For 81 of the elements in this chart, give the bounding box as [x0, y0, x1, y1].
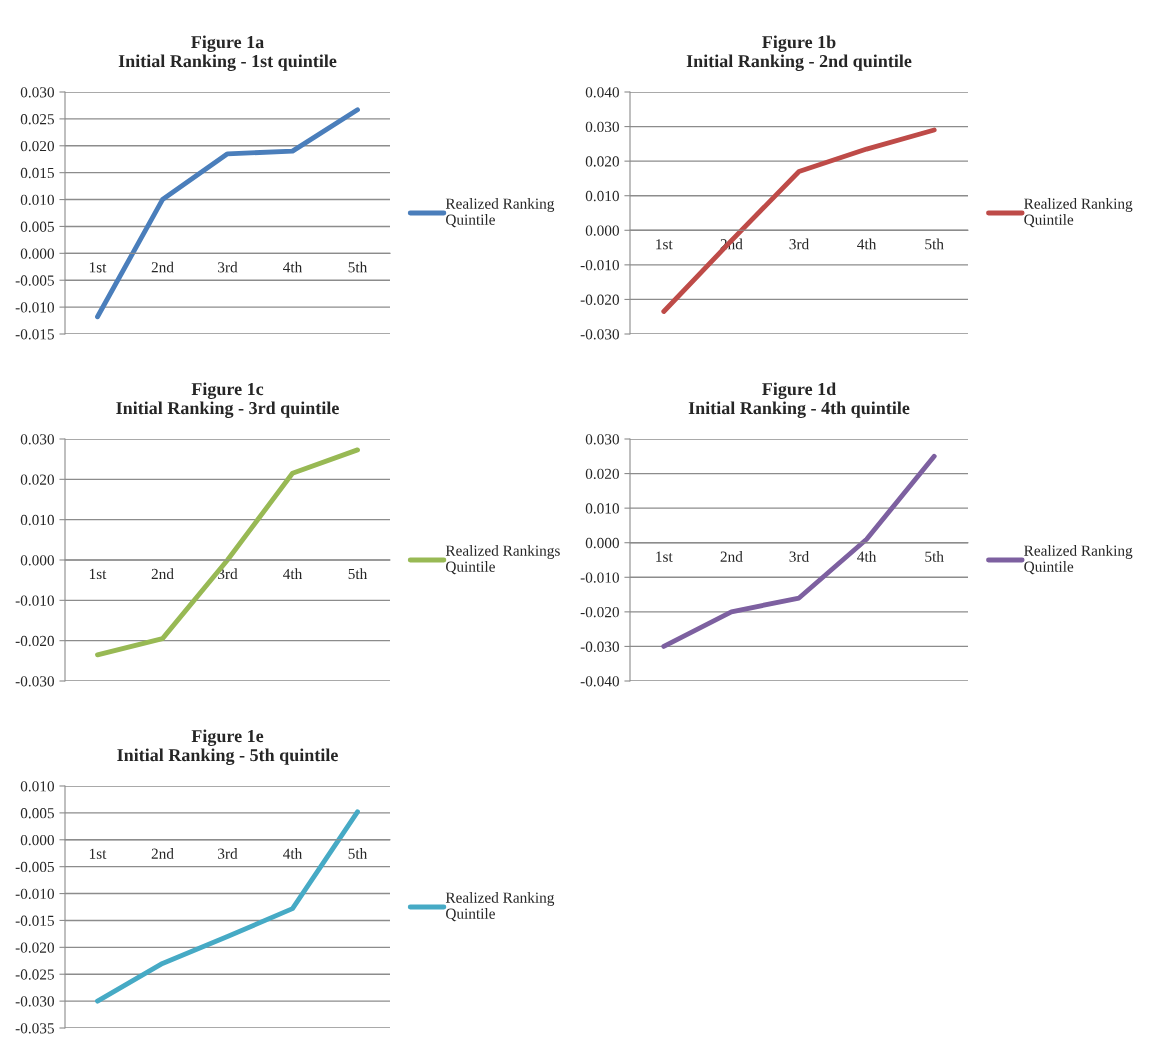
y-tick-label: -0.030 — [580, 641, 619, 652]
x-tick-label: 1st — [89, 568, 107, 580]
x-tick-label: 4th — [283, 568, 303, 580]
y-tick-label: 0.005 — [20, 221, 54, 232]
y-tick-label: -0.005 — [15, 861, 54, 873]
y-tick-label: 0.030 — [585, 121, 619, 133]
y-tick-label: 0.000 — [20, 248, 54, 259]
x-tick-label: 1st — [89, 262, 107, 273]
y-tick-label: 0.000 — [20, 834, 54, 846]
y-tick-label: 0.010 — [20, 514, 54, 526]
y-tick-label: -0.030 — [15, 676, 54, 687]
y-tick-label: -0.010 — [580, 260, 619, 271]
y-tick-label: -0.010 — [15, 888, 54, 900]
y-tick-label: 0.040 — [585, 87, 619, 98]
chart-title: Figure 1c — [191, 382, 264, 399]
x-tick-label: 1st — [656, 239, 673, 250]
chart-subtitle: Initial Ranking - 1st quintile — [118, 54, 337, 71]
y-tick-label: 0.025 — [20, 114, 54, 125]
y-tick-label: -0.020 — [580, 294, 619, 305]
y-tick-label: 0.010 — [585, 503, 619, 514]
x-tick-label: 5th — [348, 261, 368, 273]
x-tick-label: 3rd — [218, 848, 238, 859]
y-tick-label: -0.020 — [15, 635, 54, 647]
x-tick-label: 2nd — [151, 848, 174, 859]
chart-title: Figure 1d — [762, 382, 836, 399]
chart-subtitle: Initial Ranking - 4th quintile — [688, 401, 910, 418]
y-tick-label: -0.025 — [15, 969, 54, 980]
x-tick-label: 5th — [348, 848, 368, 859]
y-tick-label: 0.000 — [585, 537, 619, 549]
y-tick-label: 0.030 — [585, 434, 619, 445]
x-tick-label: 3rd — [789, 238, 809, 250]
y-tick-label: -0.020 — [580, 607, 619, 618]
y-tick-label: -0.040 — [580, 676, 619, 687]
y-tick-label: 0.020 — [20, 474, 54, 485]
y-tick-label: 0.030 — [20, 87, 54, 98]
legend-label: Realized Ranking Quintile — [1024, 198, 1133, 228]
y-tick-label: -0.015 — [15, 915, 54, 926]
x-tick-label: 3rd — [789, 551, 809, 562]
y-tick-label: -0.005 — [15, 275, 54, 286]
y-tick-label: 0.005 — [20, 808, 54, 819]
x-tick-label: 2nd — [151, 568, 174, 580]
y-tick-label: 0.020 — [585, 468, 619, 480]
x-tick-label: 5th — [925, 551, 944, 562]
chart-subtitle: Initial Ranking - 2nd quintile — [686, 54, 912, 71]
y-tick-label: -0.030 — [580, 329, 619, 340]
legend-label: Realized Ranking Quintile — [1024, 545, 1133, 575]
x-tick-label: 4th — [857, 238, 877, 250]
chart-title: Figure 1e — [191, 729, 264, 746]
y-tick-label: 0.020 — [20, 140, 54, 152]
y-tick-label: 0.010 — [20, 781, 54, 792]
chart-title: Figure 1a — [191, 35, 264, 52]
x-tick-label: 1st — [89, 848, 107, 859]
x-tick-label: 4th — [283, 261, 303, 273]
y-tick-label: -0.010 — [15, 302, 54, 313]
y-tick-label: 0.020 — [585, 156, 619, 167]
x-tick-label: 1st — [656, 551, 673, 562]
x-tick-label: 3rd — [218, 261, 238, 273]
x-tick-label: 5th — [348, 568, 368, 580]
chart-subtitle: Initial Ranking - 3rd quintile — [116, 401, 339, 418]
chart-subtitle: Initial Ranking - 5th quintile — [117, 748, 338, 765]
y-tick-label: 0.010 — [20, 194, 54, 206]
y-tick-label: -0.010 — [15, 595, 54, 606]
legend-label: Realized Ranking Quintile — [445, 198, 555, 228]
x-tick-label: 5th — [925, 238, 944, 250]
y-tick-label: -0.035 — [15, 1023, 54, 1034]
y-tick-label: 0.030 — [20, 434, 54, 445]
y-tick-label: -0.010 — [580, 572, 619, 583]
y-tick-label: -0.015 — [15, 329, 54, 340]
y-tick-label: 0.010 — [585, 190, 619, 202]
chart-title: Figure 1b — [762, 35, 836, 52]
y-tick-label: -0.030 — [15, 996, 54, 1007]
y-tick-label: 0.015 — [20, 167, 54, 179]
y-tick-label: -0.020 — [15, 942, 54, 953]
x-tick-label: 4th — [857, 551, 877, 562]
x-tick-label: 2nd — [720, 551, 743, 562]
x-tick-label: 4th — [283, 848, 303, 859]
x-tick-label: 2nd — [151, 261, 174, 273]
y-tick-label: 0.000 — [585, 225, 619, 236]
legend-label: Realized Ranking Quintile — [445, 892, 555, 922]
legend-label: Realized Rankings Quintile — [445, 545, 560, 575]
y-tick-label: 0.000 — [20, 555, 54, 566]
